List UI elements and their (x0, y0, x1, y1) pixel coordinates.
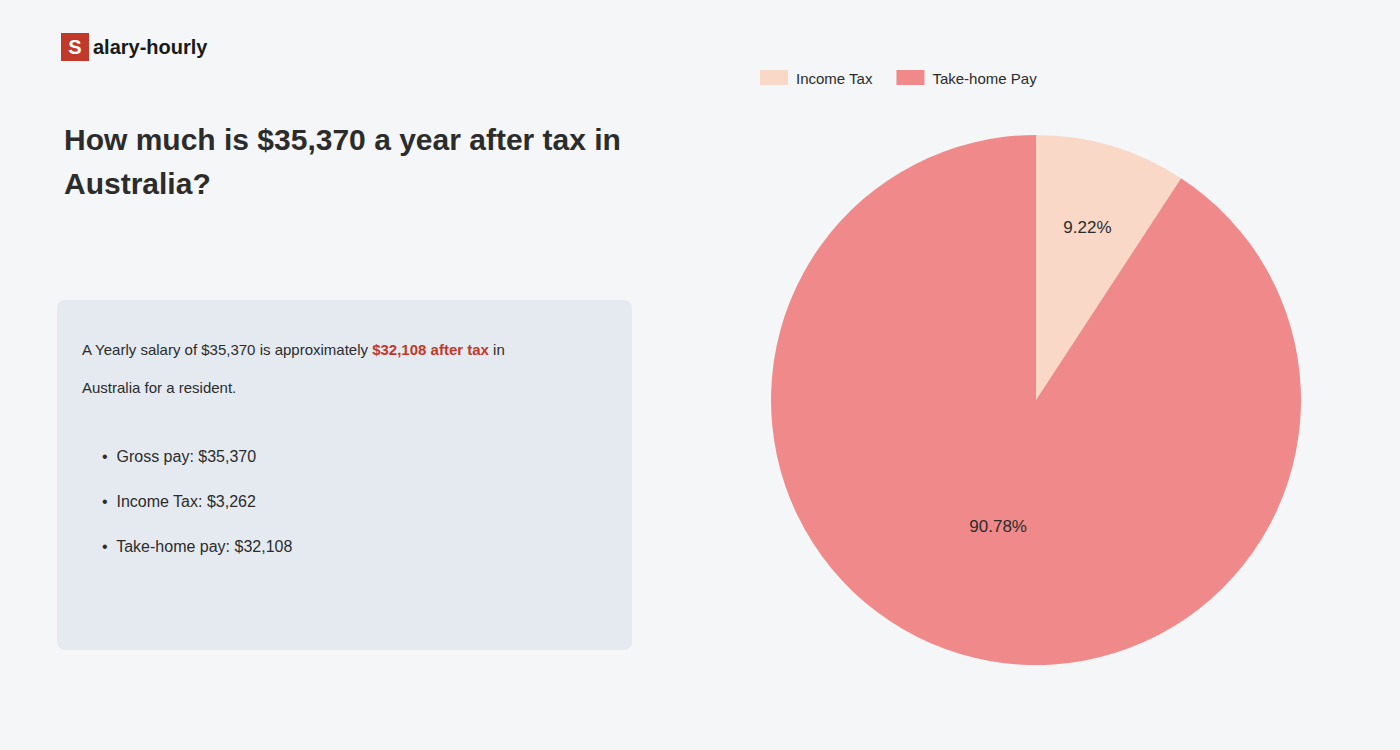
info-line: A Yearly salary of $35,370 is approximat… (82, 341, 505, 358)
bullet-item: • Gross pay: $35,370 (102, 448, 256, 465)
title-line: How much is $35,370 a year after tax in (64, 123, 621, 156)
logo-letter: S (68, 36, 81, 58)
page-background (0, 0, 1400, 750)
legend-swatch (896, 70, 924, 85)
bullet-item: • Income Tax: $3,262 (102, 493, 256, 510)
legend-entry: Income Tax (796, 70, 873, 87)
logo-badge (61, 33, 89, 61)
info-text: Australia for a resident. (82, 379, 236, 396)
legend-entry: Take-home Pay (932, 70, 1037, 87)
pie-slice (771, 135, 1301, 665)
title-line: Australia? (64, 167, 211, 200)
legend-swatch (760, 70, 788, 85)
info-highlight: $32,108 after tax (372, 341, 489, 358)
info-box (57, 300, 632, 650)
chart-title: How much is $35,370 a year after tax in A… (64, 123, 621, 200)
logo-text: alary-hourly (93, 36, 208, 58)
bullet-item: • Take-home pay: $32,108 (102, 538, 292, 555)
data-label: 9.22% (1063, 218, 1111, 237)
legend: Income Tax Take-home Pay (760, 70, 1037, 87)
data-label: 90.78% (969, 517, 1027, 536)
info-text: in (489, 341, 505, 358)
chart-canvas: Salary-hourly How much is $35,370 a year … (0, 0, 1400, 750)
info-text: A Yearly salary of $35,370 is approximat… (82, 341, 372, 358)
pie (771, 135, 1301, 665)
